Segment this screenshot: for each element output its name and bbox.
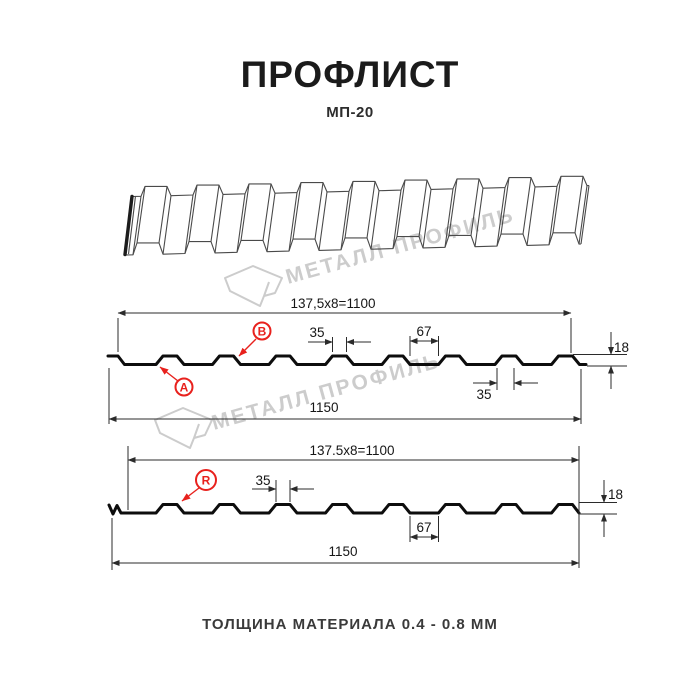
- callout-r: R: [181, 469, 217, 502]
- header: ПРОФЛИСТ МП-20: [0, 54, 700, 121]
- material-thickness-note: ТОЛЩИНА МАТЕРИАЛА 0.4 - 0.8 ММ: [202, 616, 498, 633]
- dimension-total-r: 1150: [111, 518, 580, 570]
- extension-lines: [332, 337, 347, 352]
- dimension-height-r: 18: [579, 480, 623, 537]
- callout-letter: A: [180, 381, 189, 395]
- section-a-drawing: 137,5x8=1100 35 67 18: [106, 296, 629, 424]
- callout-letter: R: [202, 474, 211, 488]
- profile-outline-r: [107, 503, 581, 516]
- brand-logo-icon: [154, 407, 213, 449]
- dimension-value: 137.5x8=1100: [310, 443, 395, 458]
- profile-outline-a: [106, 354, 588, 366]
- dimension-value: 67: [416, 324, 431, 339]
- callout-circle: [195, 469, 217, 491]
- extension-lines: [117, 318, 572, 353]
- extension-lines: [127, 446, 580, 568]
- dimension-value: 18: [608, 487, 623, 502]
- extension-lines: [275, 480, 291, 502]
- reference-lines: [579, 502, 617, 515]
- dimension-groove-a: 35: [473, 368, 538, 402]
- dimension-valley-r: 67: [409, 516, 439, 542]
- leader-line: [159, 366, 179, 382]
- dimension-value: 137,5x8=1100: [291, 296, 376, 311]
- page-title: ПРОФЛИСТ: [240, 54, 460, 95]
- sheet-surface-lines: [132, 176, 590, 255]
- leader-line: [181, 487, 200, 502]
- callout-circle: [252, 321, 272, 341]
- dimension-total-a: 1150: [108, 368, 582, 424]
- callout-a: A: [159, 366, 194, 397]
- profile-model: МП-20: [326, 104, 374, 121]
- dimension-value: 18: [614, 340, 629, 355]
- dimension-crest-r: 35: [252, 473, 314, 502]
- dimension-value: 1150: [328, 544, 357, 559]
- dimension-valley-a: 67: [409, 324, 439, 356]
- sheet-near-edge: [124, 232, 582, 256]
- callout-circle: [174, 377, 194, 397]
- dimension-crest-a: 35: [308, 325, 371, 352]
- leader-line: [238, 338, 257, 357]
- reference-lines: [573, 354, 627, 367]
- perspective-view: [123, 175, 590, 257]
- dimension-modules-r: 137.5x8=1100: [127, 443, 580, 568]
- extension-lines: [108, 368, 582, 424]
- extension-lines: [496, 368, 515, 390]
- dimension-value: 35: [309, 325, 324, 340]
- technical-drawing: МЕТАЛЛ ПРОФИЛЬ МЕТАЛЛ ПРОФИЛЬ 137,5x8=11…: [106, 175, 629, 570]
- dimension-value: 1150: [309, 400, 338, 415]
- section-r-drawing: 137.5x8=1100 35 67 18: [107, 443, 623, 570]
- dimension-height-a: 18: [573, 332, 629, 389]
- dimension-modules-a: 137,5x8=1100: [117, 296, 572, 353]
- sheet-cut-edge: [123, 194, 134, 257]
- dimension-value: 35: [476, 387, 491, 402]
- dimension-value: 35: [255, 473, 270, 488]
- brand-logo-icon: [224, 265, 283, 307]
- sheet-far-edge: [132, 175, 590, 198]
- callout-letter: B: [258, 325, 267, 339]
- dimension-value: 67: [416, 520, 431, 535]
- callout-b: B: [238, 321, 272, 357]
- sheet-cut-edge-inner: [127, 195, 137, 255]
